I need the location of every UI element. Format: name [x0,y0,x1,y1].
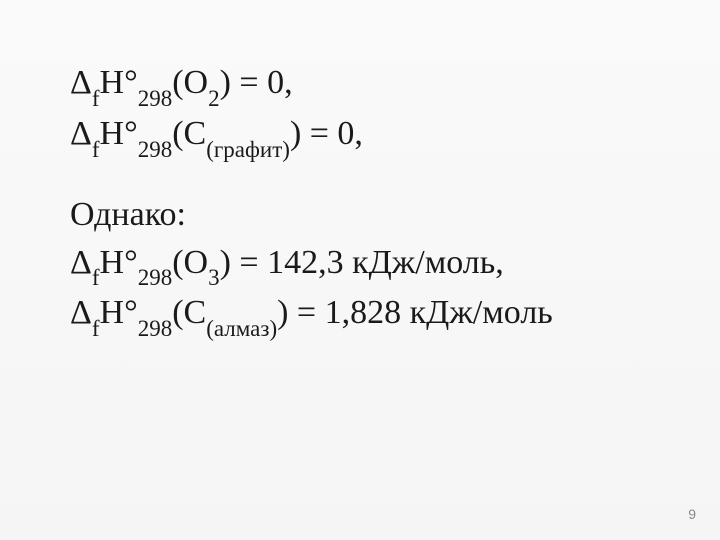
delta-symbol: Δ [70,244,92,281]
equation-value: ) = 0, [220,64,293,101]
species-open: (C [172,115,206,152]
subscript-species: (алмаз) [206,316,277,341]
however-label: Однако: [70,192,690,238]
enthalpy-symbol: H° [100,64,138,101]
subscript-temp: 298 [138,137,173,162]
equation-value: ) = 0, [290,115,363,152]
equation-value: ) = 142,3 кДж/моль, [220,244,504,281]
equation-1: ΔfH°298(O2) = 0, [70,60,690,109]
enthalpy-symbol: H° [100,244,138,281]
enthalpy-symbol: H° [100,115,138,152]
equation-value: ) = 1,828 кДж/моль [277,294,553,331]
page-number: 9 [688,506,696,522]
subscript-f: f [92,265,100,290]
subscript-f: f [92,86,100,111]
subscript-species: 2 [208,86,220,111]
delta-symbol: Δ [70,64,92,101]
subscript-f: f [92,316,100,341]
delta-symbol: Δ [70,115,92,152]
equation-2: ΔfH°298(C(графит)) = 0, [70,111,690,160]
species-open: (O [172,64,208,101]
equation-3: ΔfH°298(O3) = 142,3 кДж/моль, [70,240,690,289]
subscript-temp: 298 [138,265,173,290]
subscript-temp: 298 [138,316,173,341]
species-open: (O [172,244,208,281]
subscript-species: (графит) [206,137,290,162]
delta-symbol: Δ [70,294,92,331]
subscript-species: 3 [208,265,220,290]
enthalpy-symbol: H° [100,294,138,331]
subscript-temp: 298 [138,86,173,111]
equation-4: ΔfH°298(C(алмаз)) = 1,828 кДж/моль [70,290,690,339]
subscript-f: f [92,137,100,162]
spacer [70,162,690,192]
slide-content: ΔfH°298(O2) = 0, ΔfH°298(C(графит)) = 0,… [70,60,690,341]
species-open: (C [172,294,206,331]
